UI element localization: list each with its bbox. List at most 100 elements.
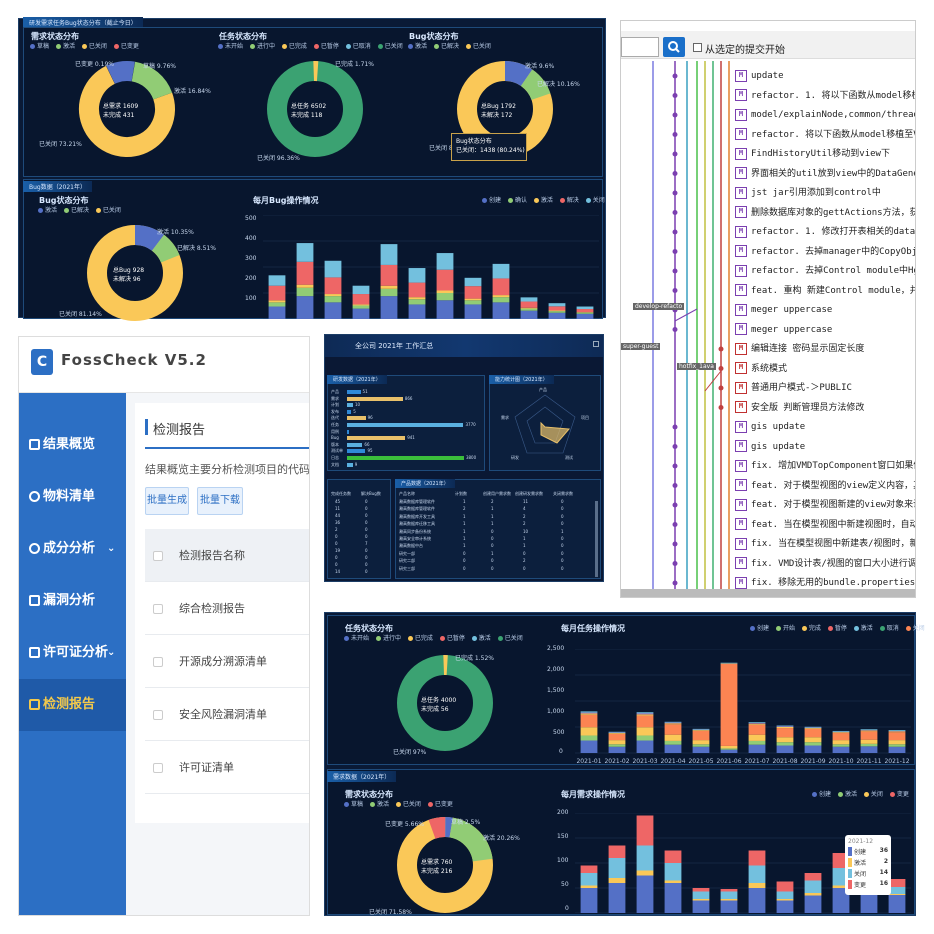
bar-segment[interactable] [720,662,738,664]
bar-segment[interactable] [324,260,342,278]
bar-segment[interactable] [720,891,738,900]
table-row[interactable]: 安全风险漏洞清单 [145,688,309,741]
bar-segment[interactable] [608,740,626,745]
bar-segment[interactable] [608,883,626,913]
commit-node[interactable] [672,522,678,527]
row-checkbox[interactable] [153,763,163,773]
bar-segment[interactable] [664,883,682,913]
commit-node[interactable] [718,405,724,410]
bar-segment[interactable] [608,858,626,878]
bar-segment[interactable] [436,300,454,319]
bar-segment[interactable] [324,277,342,295]
bar-segment[interactable] [664,734,682,741]
bar-segment[interactable] [636,740,654,753]
bar-segment[interactable] [748,865,766,884]
bar-segment[interactable] [580,711,598,713]
bar-segment[interactable] [804,745,822,753]
commit-row[interactable]: M 编辑连接 密码显示固定长度 [735,340,864,359]
bar-segment[interactable] [548,303,566,307]
bar-segment[interactable] [748,883,766,888]
bar-segment[interactable] [888,744,906,747]
bar-segment[interactable] [776,742,794,746]
bar-segment[interactable] [608,845,626,859]
bar-segment[interactable] [860,739,878,744]
bar-segment[interactable] [268,275,286,286]
select-all-checkbox[interactable] [153,551,163,561]
bar-segment[interactable] [352,305,370,309]
bar-segment[interactable] [608,878,626,883]
commit-node[interactable] [672,229,678,235]
table-scrollbar[interactable] [595,501,598,577]
bar-segment[interactable] [664,722,682,724]
bar-segment[interactable] [776,725,794,727]
bar-segment[interactable] [324,296,342,303]
bar-segment[interactable] [692,740,710,745]
bar-segment[interactable] [720,749,738,753]
bar-segment[interactable] [832,744,850,747]
commit-row[interactable]: M 系统模式 [735,360,787,379]
batch-generate-button[interactable]: 批量生成 [145,487,189,515]
bar-segment[interactable] [692,728,710,730]
bar-segment[interactable] [664,721,682,723]
bar-segment[interactable] [380,244,398,265]
bar-segment[interactable] [888,740,906,745]
bar-segment[interactable] [580,714,598,728]
bar-segment[interactable] [804,873,822,881]
bar-segment[interactable] [720,889,738,892]
bar-segment[interactable] [608,733,626,741]
commit-row[interactable]: M 界面相关的util放到view中的DataGeneratorU [735,165,915,184]
bar-segment[interactable] [380,264,398,286]
bar-segment[interactable] [888,894,906,895]
bar-segment[interactable] [408,268,426,283]
bar-segment[interactable] [492,278,510,296]
bar-segment[interactable] [776,728,794,738]
bar-segment[interactable] [636,714,654,716]
bar-segment[interactable] [576,306,594,310]
bar-segment[interactable] [832,730,850,732]
commit-node[interactable] [672,288,678,293]
sidebar-item-vulnerability[interactable]: 漏洞分析 [19,575,126,627]
bar-segment[interactable] [804,893,822,896]
bar-segment[interactable] [664,740,682,745]
bar-segment[interactable] [748,734,766,741]
sidebar-item-license[interactable]: 许可证分析 ⌄ [19,627,126,679]
bar-segment[interactable] [464,277,482,287]
bar-segment[interactable] [580,735,598,741]
commit-node[interactable] [718,385,724,391]
bar-segment[interactable] [832,746,850,753]
bar-segment[interactable] [464,304,482,319]
bar-segment[interactable] [888,732,906,741]
bar-segment[interactable] [776,900,794,914]
bar-segment[interactable] [636,875,654,914]
bar-segment[interactable] [748,740,766,745]
bar-segment[interactable] [888,746,906,753]
bar-segment[interactable] [576,313,594,319]
bar-segment[interactable] [380,296,398,319]
bar-segment[interactable] [888,731,906,733]
bar-segment[interactable] [380,288,398,297]
bar-segment[interactable] [636,845,654,871]
bar-segment[interactable] [860,743,878,747]
sidebar-item-bom[interactable]: 物料清单 [19,471,126,523]
bar-segment[interactable] [576,309,594,313]
bar-segment[interactable] [692,730,710,741]
bar-segment[interactable] [832,733,850,741]
bar-segment[interactable] [636,712,654,714]
bar-segment[interactable] [408,282,426,298]
bar-segment[interactable] [296,284,314,288]
bar-segment[interactable] [296,296,314,319]
bar-segment[interactable] [832,740,850,745]
bar-segment[interactable] [580,712,598,714]
bar-segment[interactable] [776,727,794,729]
commit-node[interactable] [672,268,678,274]
commit-row[interactable]: M 安全版 判断管理员方法修改 [735,399,864,418]
